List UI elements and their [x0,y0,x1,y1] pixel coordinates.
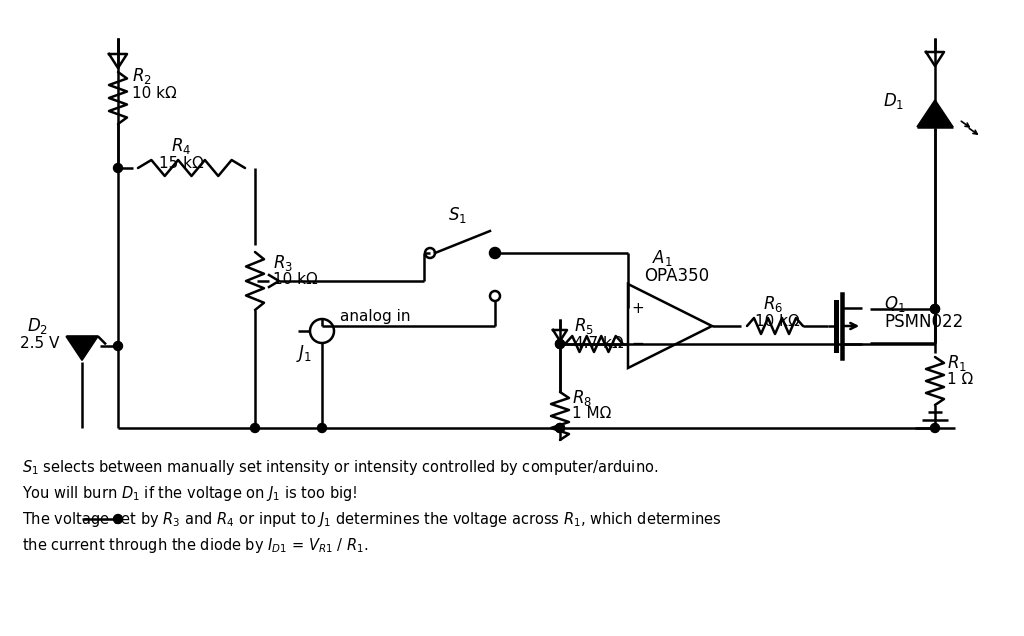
Circle shape [251,424,259,432]
Polygon shape [66,336,98,361]
Text: $R_4$: $R_4$ [171,136,191,156]
Circle shape [555,424,564,432]
Text: $R_6$: $R_6$ [763,294,783,314]
Text: PSMN022: PSMN022 [884,313,964,331]
Text: $R_3$: $R_3$ [273,253,293,273]
Text: $Q_1$: $Q_1$ [884,294,905,314]
Text: 2.5 V: 2.5 V [20,336,59,352]
Text: +: + [632,301,644,316]
Circle shape [114,342,123,350]
Text: OPA350: OPA350 [644,267,710,285]
Text: The voltage set by $R_3$ and $R_4$ or input to $J_1$ determines the voltage acro: The voltage set by $R_3$ and $R_4$ or in… [22,510,722,529]
Text: 10 kΩ: 10 kΩ [755,314,800,329]
Circle shape [114,163,123,172]
Circle shape [931,305,939,314]
Text: $R_2$: $R_2$ [132,66,152,86]
Text: You will burn $D_1$ if the voltage on $J_1$ is too big!: You will burn $D_1$ if the voltage on $J… [22,484,357,503]
Text: $R_8$: $R_8$ [572,388,592,408]
Circle shape [931,305,939,314]
Text: $S_1$: $S_1$ [449,205,467,225]
Text: $S_1$ selects between manually set intensity or intensity controlled by computer: $S_1$ selects between manually set inten… [22,458,658,477]
Text: analog in: analog in [340,310,411,324]
Circle shape [931,424,939,432]
Text: 15 kΩ: 15 kΩ [159,156,204,172]
Text: −: − [632,336,644,351]
Text: 1 MΩ: 1 MΩ [572,406,611,422]
Circle shape [317,424,327,432]
Text: the current through the diode by $I_{D1}$ = $V_{R1}$ / $R_1$.: the current through the diode by $I_{D1}… [22,536,369,555]
Text: $J_1$: $J_1$ [296,343,312,364]
Text: 1 Ω: 1 Ω [947,371,973,387]
Circle shape [555,424,564,432]
Text: $D_2$: $D_2$ [27,316,48,336]
Text: $D_1$: $D_1$ [883,91,904,111]
Circle shape [555,340,564,349]
Text: $A_1$: $A_1$ [652,248,673,268]
Circle shape [490,249,500,258]
Text: 10 kΩ: 10 kΩ [273,272,317,287]
Text: $R_5$: $R_5$ [574,316,594,336]
Polygon shape [918,100,953,127]
Text: $R_1$: $R_1$ [947,353,967,373]
Circle shape [114,515,123,523]
Text: 4.7 kΩ: 4.7 kΩ [574,336,624,350]
Circle shape [555,340,564,349]
Text: 10 kΩ: 10 kΩ [132,86,177,102]
